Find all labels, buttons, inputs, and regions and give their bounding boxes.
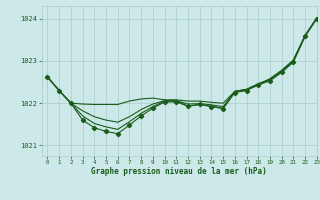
X-axis label: Graphe pression niveau de la mer (hPa): Graphe pression niveau de la mer (hPa): [91, 167, 267, 176]
